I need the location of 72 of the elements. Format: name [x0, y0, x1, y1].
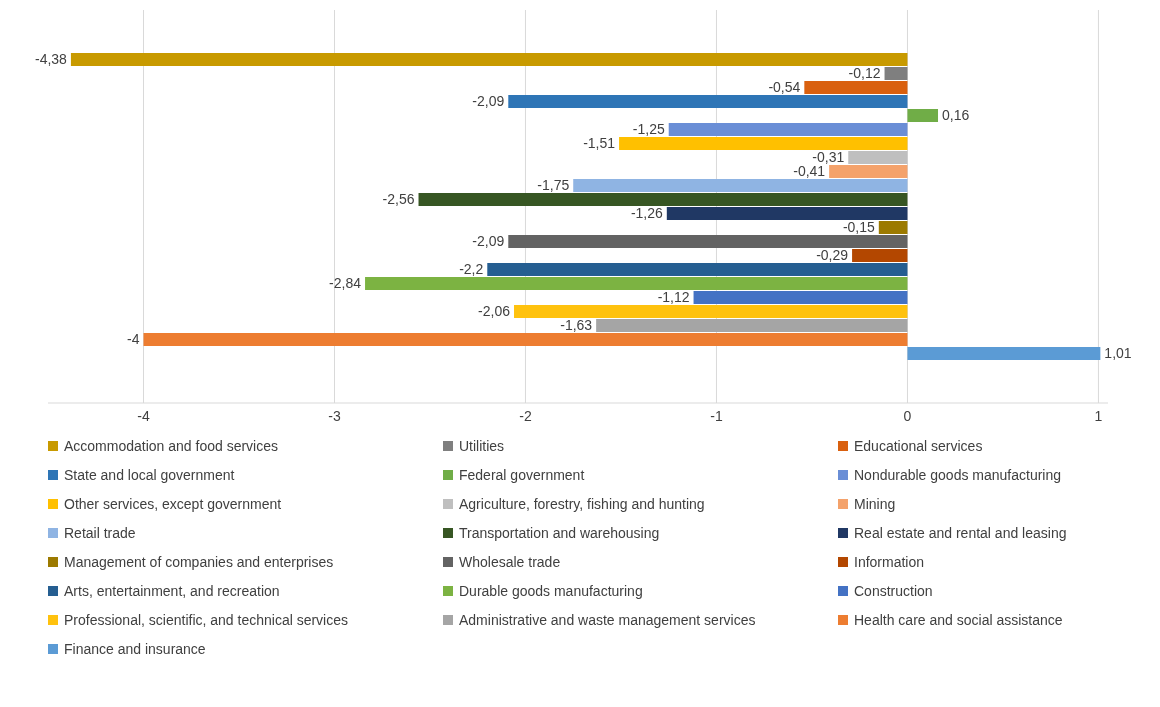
legend-label: Mining: [854, 496, 896, 512]
data-label: -2,2: [459, 261, 484, 278]
data-label: -1,26: [630, 205, 664, 222]
legend-label: Federal government: [459, 467, 585, 483]
bar: [514, 305, 908, 318]
x-tick-label: -4: [137, 407, 150, 424]
bar: [693, 291, 908, 304]
data-label: -2,09: [472, 233, 505, 250]
legend-label: Real estate and rental and leasing: [854, 525, 1067, 541]
bar: [508, 235, 908, 248]
data-label: -2,84: [329, 275, 362, 292]
bar: [829, 165, 908, 178]
data-label: -1,51: [583, 135, 616, 152]
legend-label: Utilities: [459, 438, 505, 454]
legend-label: Professional, scientific, and technical services: [64, 612, 349, 628]
legend-label: Administrative and waste management services: [459, 612, 756, 628]
legend-label: Retail trade: [64, 525, 136, 541]
bar: [848, 151, 908, 164]
data-label: -0,15: [842, 219, 876, 236]
legend-label: Agriculture, forestry, fishing and hunting: [459, 496, 705, 512]
bar: [487, 263, 908, 276]
legend-label: Health care and social assistance: [854, 612, 1063, 628]
data-label: -1,75: [537, 177, 570, 194]
bar: [907, 347, 1101, 360]
data-label: -2,06: [478, 303, 511, 320]
data-label: -1,12: [657, 289, 690, 306]
bar: [884, 67, 908, 80]
data-label: -0,54: [768, 79, 801, 96]
data-label: 0,16: [942, 107, 970, 124]
data-label: -1,25: [632, 121, 665, 138]
legend-label: Finance and insurance: [64, 641, 206, 657]
bar: [418, 193, 908, 206]
legend-label: State and local government: [64, 467, 235, 483]
data-label: -0,31: [812, 149, 845, 166]
bar: [70, 53, 908, 66]
data-label: -0,29: [816, 247, 849, 264]
x-tick-label: -3: [328, 407, 341, 424]
bar: [907, 109, 939, 122]
legend-label: Information: [854, 554, 925, 570]
legend-label: Wholesale trade: [459, 554, 561, 570]
x-tick-label: -2: [519, 407, 532, 424]
data-label: -2,09: [472, 93, 505, 110]
data-label: -4: [127, 331, 140, 348]
legend-label: Management of companies and enterprises: [64, 554, 334, 570]
data-label: -0,41: [793, 163, 826, 180]
bar: [619, 137, 908, 150]
bar: [668, 123, 908, 136]
x-tick-label: -1: [710, 407, 723, 424]
legend-label: Durable goods manufacturing: [459, 583, 643, 599]
bar: [365, 277, 908, 290]
bar: [852, 249, 908, 262]
bar: [596, 319, 908, 332]
legend-label: Transportation and warehousing: [459, 525, 660, 541]
data-label: -2,56: [382, 191, 415, 208]
bar: [573, 179, 908, 192]
bar: [878, 221, 908, 234]
bar: [143, 333, 908, 346]
bar: [508, 95, 908, 108]
x-tick-label: 1: [1094, 407, 1103, 424]
legend-label: Accommodation and food services: [64, 438, 278, 454]
data-label: 1,01: [1104, 345, 1132, 362]
legend-label: Construction: [854, 583, 933, 599]
legend-label: Other services, except government: [64, 496, 282, 512]
data-label: -4,38: [35, 51, 68, 68]
bar: [666, 207, 908, 220]
x-tick-label: 0: [903, 407, 912, 424]
data-label: -1,63: [560, 317, 593, 334]
legend-label: Nondurable goods manufacturing: [854, 467, 1062, 483]
legend-label: Educational services: [854, 438, 983, 454]
data-label: -0,12: [848, 65, 881, 82]
bar: [804, 81, 908, 94]
legend-label: Arts, entertainment, and recreation: [64, 583, 280, 599]
